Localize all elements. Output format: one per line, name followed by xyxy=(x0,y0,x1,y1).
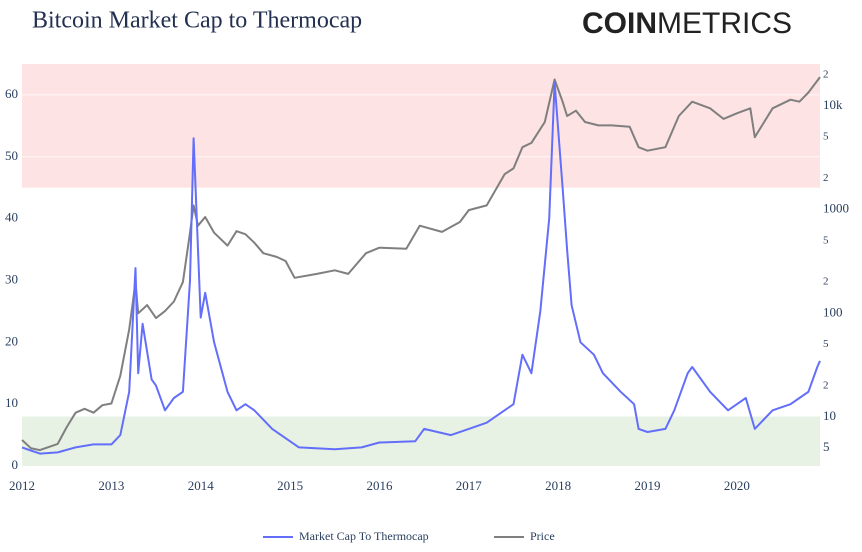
legend-label: Market Cap To Thermocap xyxy=(299,529,429,543)
y2-tick-label: 10 xyxy=(823,408,836,423)
y2-tick-label: 5 xyxy=(823,131,829,143)
y-tick-label: 0 xyxy=(12,457,19,472)
y-tick-label: 10 xyxy=(5,395,18,410)
logo-light: METRICS xyxy=(657,7,792,40)
y-tick-label: 40 xyxy=(5,210,18,225)
y-tick-label: 60 xyxy=(5,86,18,101)
logo: COINMETRICS xyxy=(582,7,792,40)
chart-title: Bitcoin Market Cap to Thermocap xyxy=(32,8,362,34)
y2-tick-label: 2 xyxy=(823,276,829,288)
band xyxy=(22,416,820,466)
band xyxy=(22,64,820,188)
y-tick-label: 30 xyxy=(5,271,18,286)
x-tick-label: 2020 xyxy=(724,478,750,493)
y2-tick-label: 1000 xyxy=(823,201,849,216)
y2-tick-label: 2 xyxy=(823,379,829,391)
x-tick-label: 2015 xyxy=(277,478,303,493)
x-tick-label: 2017 xyxy=(456,478,483,493)
y2-tick-label: 5 xyxy=(823,439,830,454)
legend-label: Price xyxy=(530,529,555,543)
x-tick-label: 2012 xyxy=(9,478,35,493)
y2-tick-label: 100 xyxy=(823,304,843,319)
y-tick-label: 50 xyxy=(5,148,18,163)
y2-tick-label: 10k xyxy=(823,97,843,112)
logo-bold: COIN xyxy=(582,7,657,40)
y2-tick-label: 5 xyxy=(823,338,829,350)
y2-tick-label: 2 xyxy=(823,68,829,80)
x-tick-label: 2018 xyxy=(545,478,571,493)
x-tick-label: 2016 xyxy=(366,478,393,493)
y2-tick-label: 2 xyxy=(823,172,829,184)
y2-tick-label: 5 xyxy=(823,234,829,246)
x-tick-label: 2013 xyxy=(98,478,124,493)
x-tick-label: 2014 xyxy=(188,478,215,493)
series-line xyxy=(21,81,821,455)
x-tick-label: 2019 xyxy=(635,478,661,493)
y-tick-label: 20 xyxy=(5,333,18,348)
